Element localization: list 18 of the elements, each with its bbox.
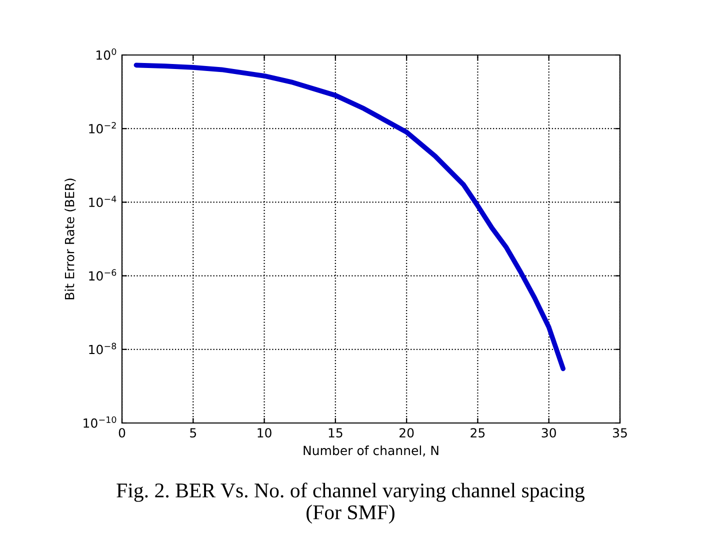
y-tick-label: 10$^{0}$ (96, 48, 116, 60)
y-tick-label: 10$^{−10}$ (84, 416, 116, 428)
x-tick-label: 0 (118, 428, 126, 438)
x-tick-label: 10 (258, 428, 272, 438)
x-tick-label: 35 (613, 428, 627, 438)
x-tick-label: 15 (328, 428, 342, 438)
y-tick-label: 10$^{−8}$ (89, 342, 116, 354)
x-tick-label: 25 (470, 428, 485, 438)
y-tick-label: 10$^{−4}$ (89, 196, 116, 208)
caption: Fig. 2. BER Vs. No. of channel varying channel spacing (For SMF) (116, 482, 585, 524)
y-tick-label: 10$^{−6}$ (89, 269, 116, 281)
x-tick-label: 5 (190, 428, 196, 438)
line-series (134, 62, 566, 372)
x-axis-title: Number of channel, N (304, 446, 438, 456)
y-tick-label: 10$^{−2}$ (89, 122, 116, 134)
x-tick-label: 20 (400, 428, 414, 438)
x-tick-label: 30 (542, 428, 556, 438)
y-axis-title: Bit Error Rate (BER) (64, 178, 76, 300)
